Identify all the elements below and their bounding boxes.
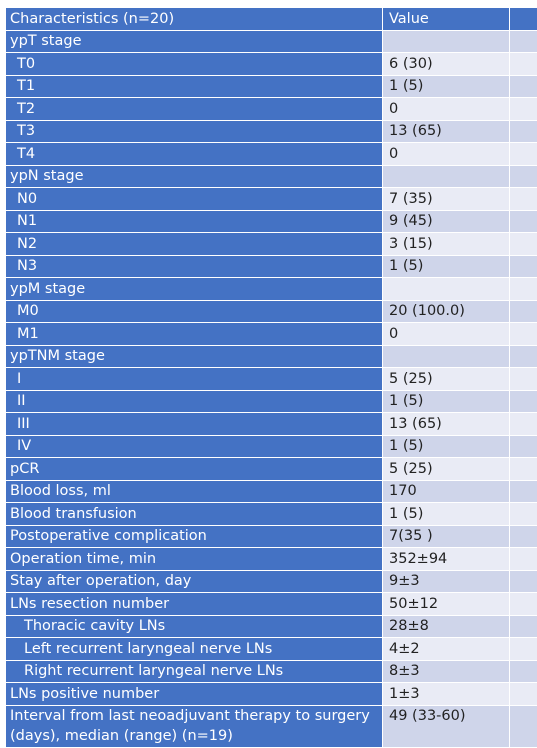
table-row: ypTNM stage: [6, 345, 537, 368]
row-label: I: [6, 368, 383, 391]
characteristics-table: Characteristics (n=20) Value ypT stage T…: [5, 7, 537, 748]
row-value: 13 (65): [383, 413, 510, 436]
row-label: II: [6, 390, 383, 413]
header-row: Characteristics (n=20) Value: [6, 8, 537, 31]
table-row: Interval from last neoadjuvant therapy t…: [6, 705, 537, 747]
header-value: Value: [383, 8, 510, 31]
row-value: 352±94: [383, 548, 510, 571]
row-value: 1 (5): [383, 435, 510, 458]
table-row: ypM stage: [6, 278, 537, 301]
row-label: T1: [6, 75, 383, 98]
row-label: M1: [6, 323, 383, 346]
row-label: Left recurrent laryngeal nerve LNs: [6, 638, 383, 661]
row-label: ypT stage: [6, 30, 383, 53]
row-label: Blood transfusion: [6, 503, 383, 526]
row-value: 13 (65): [383, 120, 510, 143]
row-label: Stay after operation, day: [6, 570, 383, 593]
row-value: 9 (45): [383, 210, 510, 233]
row-value: 5 (25): [383, 368, 510, 391]
row-value: 5 (25): [383, 458, 510, 481]
row-label: LNs resection number: [6, 593, 383, 616]
table-row: ypT stage: [6, 30, 537, 53]
header-characteristics: Characteristics (n=20): [6, 8, 383, 31]
row-value: 7(35 ): [383, 525, 510, 548]
row-label: ypTNM stage: [6, 345, 383, 368]
row-label: T0: [6, 53, 383, 76]
row-label: Blood loss, ml: [6, 480, 383, 503]
row-value: 1 (5): [383, 75, 510, 98]
row-label: T4: [6, 143, 383, 166]
row-value: [383, 30, 510, 53]
row-value: 1±3: [383, 683, 510, 706]
row-label: pCR: [6, 458, 383, 481]
row-label: Postoperative complication: [6, 525, 383, 548]
row-label: M0: [6, 300, 383, 323]
row-label: N1: [6, 210, 383, 233]
row-value: 1 (5): [383, 255, 510, 278]
row-value: 20 (100.0): [383, 300, 510, 323]
row-label: N2: [6, 233, 383, 256]
row-label: T3: [6, 120, 383, 143]
row-value: 1 (5): [383, 390, 510, 413]
header-blank: [510, 8, 537, 31]
table-row: ypN stage: [6, 165, 537, 188]
row-label: LNs positive number: [6, 683, 383, 706]
row-value: 0: [383, 323, 510, 346]
row-label: Thoracic cavity LNs: [6, 615, 383, 638]
row-label: IV: [6, 435, 383, 458]
row-value: 28±8: [383, 615, 510, 638]
row-value: 3 (15): [383, 233, 510, 256]
row-value: 9±3: [383, 570, 510, 593]
row-value: 8±3: [383, 660, 510, 683]
row-value: [383, 345, 510, 368]
row-label: N3: [6, 255, 383, 278]
row-value: 6 (30): [383, 53, 510, 76]
row-value: 7 (35): [383, 188, 510, 211]
row-value: 49 (33-60): [383, 705, 510, 747]
row-value: 4±2: [383, 638, 510, 661]
row-label: Right recurrent laryngeal nerve LNs: [6, 660, 383, 683]
row-value: 170: [383, 480, 510, 503]
row-label: Operation time, min: [6, 548, 383, 571]
row-label: N0: [6, 188, 383, 211]
row-value: 1 (5): [383, 503, 510, 526]
row-value: [383, 165, 510, 188]
row-label: T2: [6, 98, 383, 121]
row-label: Interval from last neoadjuvant therapy t…: [6, 705, 383, 747]
row-label: ypM stage: [6, 278, 383, 301]
row-value: 50±12: [383, 593, 510, 616]
row-label: ypN stage: [6, 165, 383, 188]
row-value: 0: [383, 143, 510, 166]
row-value: [383, 278, 510, 301]
row-value: 0: [383, 98, 510, 121]
row-label: III: [6, 413, 383, 436]
